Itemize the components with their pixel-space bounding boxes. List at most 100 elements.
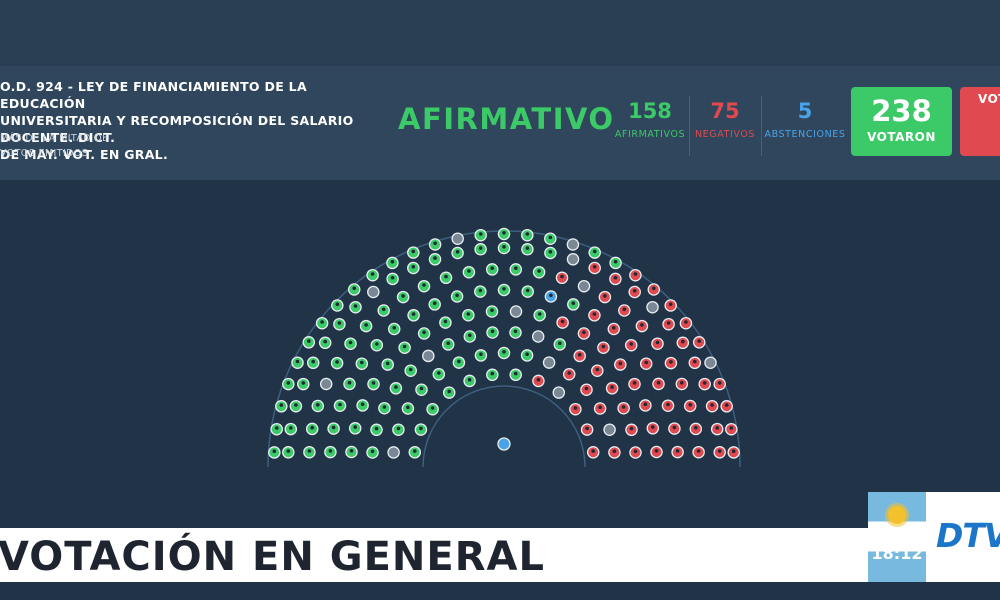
seat-portrait-icon — [669, 360, 673, 364]
seat-portrait-icon — [694, 425, 698, 430]
clock-flag-box: 18:12 — [868, 492, 926, 582]
seat-group — [268, 227, 740, 459]
majority-rule-label: MÁS DE LA MITAD DE VOTOS EMITIDOS — [0, 133, 109, 159]
seat-absent — [367, 285, 380, 299]
seat-portrait-icon — [536, 377, 541, 382]
seat-portrait-icon — [610, 385, 614, 389]
seat-portrait-icon — [390, 259, 395, 264]
seat-absent — [552, 386, 566, 399]
seat-portrait-icon — [371, 381, 376, 385]
channel-logo-text: DTV — [936, 516, 1000, 555]
seat-portrait-icon — [571, 301, 576, 305]
seat-portrait-icon — [595, 367, 600, 372]
seat-portrait-icon — [549, 293, 553, 298]
seat-portrait-icon — [447, 389, 452, 394]
seat-portrait-icon — [688, 403, 692, 407]
seat-portrait-icon — [612, 449, 617, 454]
seat-portrait-icon — [478, 246, 483, 250]
seat-portrait-icon — [601, 344, 606, 349]
seat-portrait-icon — [411, 265, 416, 269]
seat-portrait-icon — [335, 302, 340, 307]
seat-portrait-icon — [467, 269, 471, 273]
votaron-count: 238 — [871, 94, 932, 128]
seat-absent — [451, 232, 464, 245]
seat-portrait-icon — [622, 307, 627, 312]
seat-portrait-icon — [621, 405, 626, 409]
seat-portrait-icon — [430, 406, 435, 410]
seat-portrait-icon — [696, 449, 701, 453]
seat-portrait-icon — [613, 275, 618, 280]
seat-portrait-icon — [392, 326, 397, 330]
seat-portrait-icon — [560, 319, 565, 324]
seat-portrait-icon — [681, 339, 685, 344]
seat-absent — [542, 356, 556, 369]
seat-portrait-icon — [479, 352, 483, 356]
seat-portrait-icon — [446, 341, 451, 345]
seat-portrait-icon — [408, 367, 413, 372]
seat-portrait-icon — [584, 386, 589, 391]
seat-portrait-icon — [331, 425, 336, 430]
seat-portrait-icon — [652, 286, 656, 291]
seat-portrait-icon — [693, 359, 697, 364]
seat-portrait-icon — [310, 425, 315, 430]
afirmativos-count: 158 — [628, 99, 672, 123]
seat-absent — [603, 423, 616, 436]
seat-portrait-icon — [413, 449, 417, 453]
seat-portrait-icon — [490, 329, 495, 334]
seat-portrait-icon — [643, 402, 648, 406]
seat-portrait-icon — [598, 405, 602, 410]
seat-portrait-icon — [320, 320, 324, 324]
seat-portrait-icon — [401, 294, 405, 298]
negativos-count: 75 — [710, 99, 740, 123]
seat-portrait-icon — [502, 231, 506, 235]
seat-portrait-icon — [502, 245, 506, 249]
seat-portrait-icon — [644, 360, 648, 365]
seat-absent — [704, 356, 717, 369]
seat-portrait-icon — [613, 259, 618, 264]
seat-portrait-icon — [286, 381, 291, 385]
bill-title: O.D. 924 - LEY DE FINANCIAMIENTO DE LA E… — [0, 79, 354, 162]
seat-portrait-icon — [466, 312, 471, 316]
seat-portrait-icon — [433, 256, 437, 260]
seat-portrait-icon — [592, 265, 597, 269]
seat-portrait-icon — [294, 403, 298, 407]
seat-portrait-icon — [455, 293, 459, 298]
seat-portrait-icon — [338, 402, 342, 407]
seat-portrait-icon — [592, 312, 597, 316]
seat-portrait-icon — [629, 342, 633, 346]
seat-absent — [509, 305, 523, 318]
seat-portrait-icon — [655, 340, 660, 345]
seat-portrait-icon — [675, 449, 680, 453]
lower-third-banner: VOTACIÓN EN GENERAL — [0, 528, 868, 582]
seat-portrait-icon — [537, 312, 542, 316]
seat-portrait-icon — [478, 288, 483, 293]
seat-portrait-icon — [444, 274, 448, 279]
seat-portrait-icon — [307, 339, 311, 343]
seat-absent — [319, 377, 333, 391]
seat-portrait-icon — [537, 269, 541, 273]
seat-portrait-icon — [577, 352, 582, 357]
seat-portrait-icon — [394, 385, 398, 389]
header-panel — [0, 0, 1000, 180]
seat-absent — [566, 253, 580, 266]
seat-portrait-icon — [731, 449, 736, 454]
seat-portrait-icon — [525, 232, 530, 236]
seat-portrait-icon — [468, 333, 472, 338]
seat-portrait-icon — [307, 449, 312, 453]
seat-portrait-icon — [443, 319, 448, 324]
seat-portrait-icon — [525, 246, 530, 250]
seat-portrait-icon — [353, 304, 358, 308]
seat-portrait-icon — [381, 307, 386, 312]
header-top-strip — [0, 0, 1000, 66]
seat-portrait-icon — [525, 288, 530, 293]
seat-portrait-icon — [656, 380, 661, 385]
seat-portrait-icon — [558, 341, 562, 345]
seat-portrait-icon — [632, 289, 637, 293]
sun-of-may-icon — [888, 506, 906, 524]
seat-portrait-icon — [402, 344, 407, 349]
seat-portrait-icon — [715, 426, 719, 430]
seat-portrait-icon — [352, 286, 357, 291]
seat-portrait-icon — [513, 371, 518, 376]
seat-portrait-icon — [382, 405, 387, 409]
seat-portrait-icon — [457, 359, 461, 364]
